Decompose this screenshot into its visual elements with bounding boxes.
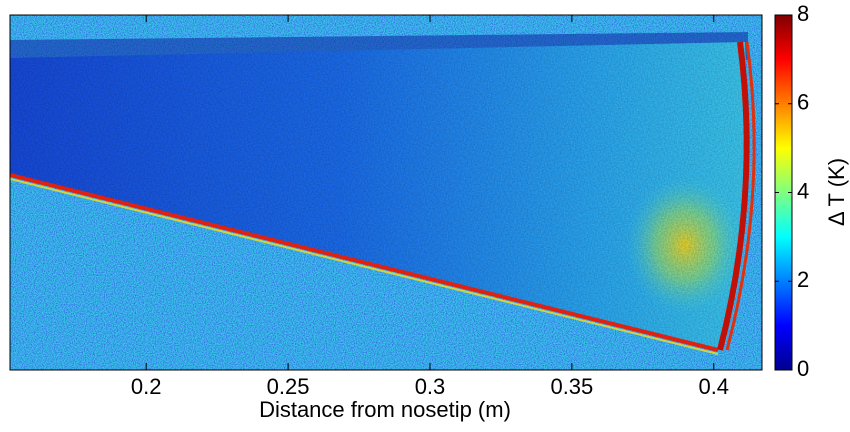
thermal-image <box>10 15 762 370</box>
colorbar-tick-label: 8 <box>797 1 809 26</box>
colorbar-tick-label: 2 <box>797 267 809 292</box>
x-axis-label: Distance from nosetip (m) <box>259 397 511 422</box>
x-tick-label: 0.2 <box>131 374 162 399</box>
plot-frame <box>9 14 763 371</box>
x-tick-label: 0.3 <box>415 374 446 399</box>
x-tick-label: 0.35 <box>550 374 593 399</box>
x-tick-label: 0.25 <box>267 374 310 399</box>
x-tick-label: 0.4 <box>698 374 729 399</box>
colorbar-tick-label: 6 <box>797 90 809 115</box>
colorbar-label: Δ T (K) <box>824 158 849 226</box>
colorbar-tick-label: 4 <box>797 178 809 203</box>
colorbar-tick-label: 0 <box>797 356 809 381</box>
